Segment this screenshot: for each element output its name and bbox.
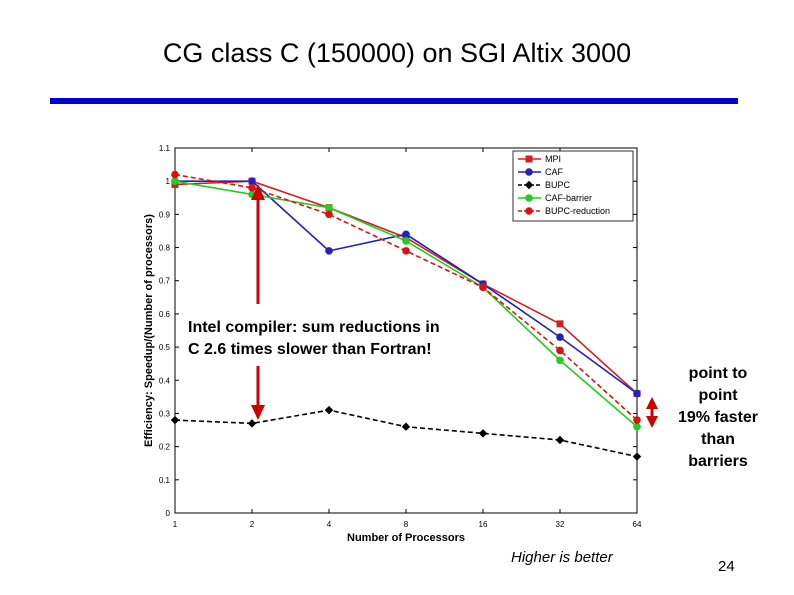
- data-point-bupc-reduction: [556, 346, 564, 355]
- x-tick-label: 1: [173, 520, 178, 529]
- annotation-line-1: Intel compiler: sum reductions in: [188, 319, 440, 336]
- data-point-bupc-reduction: [402, 247, 410, 255]
- y-tick-label: 0.6: [159, 310, 171, 319]
- arrow-head-double-top: [646, 397, 658, 409]
- legend-entry: CAF-barrier: [545, 193, 592, 203]
- side-note: point to point 19% faster than barriers: [668, 363, 768, 473]
- legend-marker: [525, 168, 533, 176]
- legend-entry: CAF: [545, 167, 564, 177]
- x-tick-label: 32: [556, 520, 565, 529]
- x-tick-label: 64: [633, 520, 642, 529]
- legend-entry: BUPC: [545, 180, 571, 190]
- data-point-bupc: [555, 435, 565, 445]
- slide-title: CG class C (150000) on SGI Altix 3000: [162, 38, 632, 68]
- side-note-line: point: [698, 387, 738, 404]
- y-tick-label: 0.1: [159, 476, 171, 485]
- data-point-caf: [556, 333, 564, 341]
- y-tick-label: 1.1: [159, 144, 171, 153]
- legend-marker: [525, 194, 533, 202]
- x-tick-label: 16: [479, 520, 488, 529]
- legend-box: [512, 150, 634, 222]
- data-point-bupc-reduction: [248, 184, 256, 192]
- y-tick-label: 0.2: [159, 443, 171, 452]
- data-point-bupc: [247, 419, 257, 428]
- x-axis-label: Number of Processors: [347, 532, 465, 544]
- legend-marker: [525, 207, 533, 215]
- legend-marker: [525, 155, 533, 163]
- y-tick-label: 0.7: [159, 277, 171, 286]
- data-point-bupc: [401, 422, 411, 431]
- footnote: Higher is better: [511, 549, 613, 566]
- y-axis-label: Efficiency: Speedup/(Number of processor…: [143, 214, 155, 447]
- legend-entry: MPI: [545, 154, 561, 164]
- data-point-bupc: [632, 452, 642, 461]
- page-number: 24: [718, 558, 735, 575]
- side-note-line: barriers: [688, 453, 748, 470]
- data-point-bupc-reduction: [325, 210, 333, 219]
- data-point-caf-barrier: [402, 237, 410, 245]
- y-tick-label: 0: [166, 509, 171, 518]
- y-tick-label: 0.3: [159, 409, 171, 418]
- arrow-head-up: [251, 184, 265, 200]
- y-tick-label: 0.8: [159, 244, 171, 253]
- data-point-caf-barrier: [556, 356, 564, 365]
- data-point-caf: [325, 247, 333, 255]
- y-tick-label: 0.5: [159, 343, 171, 352]
- legend-marker: [524, 180, 534, 190]
- data-point-bupc-reduction: [171, 170, 179, 179]
- arrow-head-double-bottom: [646, 416, 658, 428]
- data-point-bupc-reduction: [633, 416, 641, 424]
- data-point-bupc-reduction: [479, 283, 487, 292]
- y-tick-label: 0.9: [159, 210, 171, 219]
- annotation-line-2: C 2.6 times slower than Fortran!: [188, 341, 432, 358]
- data-point-bupc: [170, 415, 180, 425]
- data-point-caf: [248, 177, 256, 185]
- data-point-caf-barrier: [325, 203, 333, 212]
- data-point-caf-barrier: [171, 177, 179, 185]
- x-tick-label: 2: [250, 520, 255, 529]
- data-point-caf: [402, 230, 410, 239]
- side-note-line: 19% faster: [677, 409, 759, 426]
- data-point-bupc: [478, 429, 488, 438]
- side-note-line: point to: [688, 365, 748, 382]
- data-point-caf-barrier: [633, 422, 641, 431]
- legend-entry: BUPC-reduction: [545, 206, 610, 216]
- data-point-caf: [633, 389, 641, 398]
- data-point-bupc: [324, 405, 334, 415]
- side-note-line: than: [701, 431, 735, 448]
- arrow-head-down: [251, 405, 265, 420]
- x-tick-label: 4: [327, 520, 332, 529]
- x-tick-label: 8: [404, 520, 409, 529]
- y-tick-label: 0.4: [159, 376, 171, 385]
- data-point-mpi: [556, 320, 564, 328]
- y-tick-label: 1: [166, 177, 171, 186]
- title-underline: [50, 98, 738, 104]
